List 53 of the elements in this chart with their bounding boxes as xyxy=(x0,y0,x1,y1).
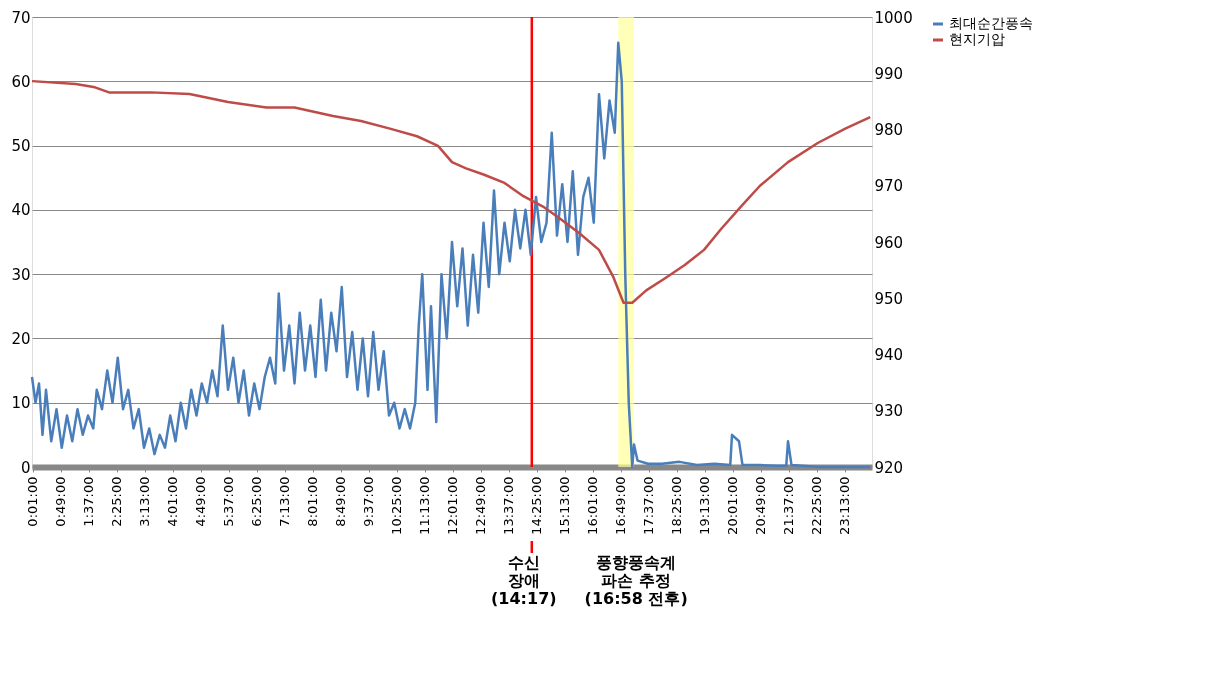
x-tick-label: 1:37:00 xyxy=(81,476,97,527)
annotation: 수신 장애 (14:17) xyxy=(491,553,557,608)
y2-tick-label: 950 xyxy=(874,289,904,308)
x-tick-label: 3:13:00 xyxy=(137,476,153,527)
line-series xyxy=(30,79,872,304)
y2-tick-label: 970 xyxy=(874,177,904,196)
x-tick-label: 21:37:00 xyxy=(781,476,797,535)
y-tick-label: 40 xyxy=(11,201,31,220)
x-tick-label: 16:01:00 xyxy=(585,476,601,535)
x-tick-label: 14:25:00 xyxy=(529,476,545,535)
y-tick-label: 50 xyxy=(11,137,31,156)
x-tick-label: 2:25:00 xyxy=(109,476,125,527)
y2-tick-label: 960 xyxy=(874,233,904,252)
x-tick-label: 0:01:00 xyxy=(25,476,41,527)
x-tick-label: 23:13:00 xyxy=(837,476,853,535)
y2-tick-label: 1000 xyxy=(874,8,913,27)
x-tick-label: 5:37:00 xyxy=(221,476,237,527)
y2-tick-label: 940 xyxy=(874,346,904,364)
x-tick-label: 18:25:00 xyxy=(669,476,685,535)
y-tick-label: 30 xyxy=(11,265,31,284)
x-tick-label: 20:01:00 xyxy=(725,476,741,535)
y-tick-label: 20 xyxy=(11,329,31,348)
x-tick-label: 12:49:00 xyxy=(473,476,489,535)
x-tick-label: 11:13:00 xyxy=(417,476,433,535)
y2-tick-label: 980 xyxy=(874,121,904,139)
x-tick-label: 15:13:00 xyxy=(557,476,573,535)
x-tick-label: 22:25:00 xyxy=(809,476,825,535)
x-tick-label: 8:49:00 xyxy=(333,476,349,527)
y-tick-label: 10 xyxy=(11,394,31,413)
y-tick-label: 70 xyxy=(11,8,31,27)
y-tick-label: 0 xyxy=(20,458,31,477)
line-series xyxy=(30,41,872,469)
x-tick-label: 17:37:00 xyxy=(641,476,657,535)
y2-tick-label: 920 xyxy=(874,458,904,477)
x-tick-label: 4:01:00 xyxy=(165,476,181,527)
text: 풍향풍속계 파손 추정 (16:58 전후) xyxy=(584,553,688,608)
x-tick-label: 0:49:00 xyxy=(53,476,69,527)
x-tick-label: 12:01:00 xyxy=(445,476,461,535)
x-tick-label: 6:25:00 xyxy=(249,476,265,527)
x-tick-label: 20:49:00 xyxy=(753,476,769,535)
x-tick-label: 9:37:00 xyxy=(361,476,377,527)
x-tick-label: 7:13:00 xyxy=(277,476,293,527)
x-tick-label: 19:13:00 xyxy=(697,476,713,535)
x-tick-label: 8:01:00 xyxy=(305,476,321,527)
x-tick-label: 13:37:00 xyxy=(501,476,517,535)
legend-label: 현지기압 xyxy=(949,31,1005,47)
y-tick-label: 60 xyxy=(11,72,31,91)
x-tick-label: 16:49:00 xyxy=(613,476,629,535)
y2-tick-label: 930 xyxy=(874,402,904,421)
y2-tick-label: 990 xyxy=(874,64,904,83)
legend-label: 최대순간풍속 xyxy=(949,15,1033,31)
x-tick-label: 4:49:00 xyxy=(193,476,209,527)
x-tick-label: 10:25:00 xyxy=(389,476,405,535)
